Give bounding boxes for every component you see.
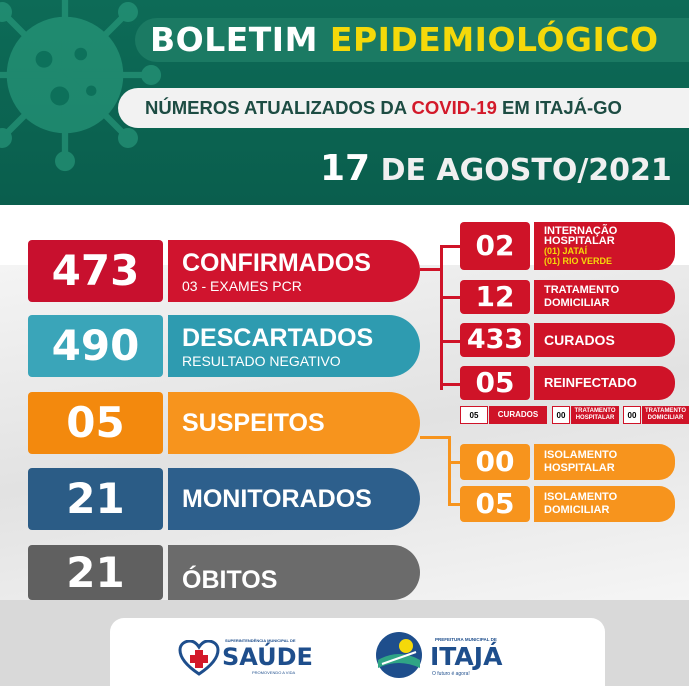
iso-dom-value: 05	[460, 486, 530, 522]
iso-dom-label1: ISOLAMENTO	[544, 491, 618, 503]
descartados-label-box: DESCARTADOS RESULTADO NEGATIVO	[168, 315, 420, 377]
saude-sub: PROMOVENDO A VIDA	[252, 670, 296, 675]
bulletin-date: 17 DE AGOSTO/2021	[320, 148, 672, 189]
date-rest: DE AGOSTO/2021	[380, 153, 672, 188]
descartados-sub: RESULTADO NEGATIVO	[182, 353, 341, 369]
iso-dom-label-box: ISOLAMENTO DOMICILIAR	[534, 486, 675, 522]
connector	[440, 296, 462, 299]
saude-sup: SUPERINTENDÊNCIA MUNICIPAL DE	[225, 638, 296, 643]
itaja-sup: PREFEITURA MUNICIPAL DE	[435, 637, 497, 642]
internacao-label1: INTERNAÇÃO	[544, 225, 618, 237]
reinfect-hosp-label2: HOSPITALAR	[575, 414, 615, 421]
internacao-note1: (01) JATAÍ	[544, 246, 588, 256]
footer-logos-card	[110, 618, 605, 686]
monitorados-label: MONITORADOS	[182, 485, 372, 513]
obitos-label: ÓBITOS	[182, 566, 278, 594]
virus-icon	[0, 0, 162, 172]
title-bar	[135, 18, 689, 62]
tratamento-value: 12	[460, 280, 530, 314]
reinfect-dom-label: TRATAMENTO DOMICILIAR	[642, 406, 689, 424]
descartados-label: DESCARTADOS	[182, 324, 374, 352]
subtitle-pre: NÚMEROS ATUALIZADOS DA	[145, 97, 407, 118]
obitos-label-box: ÓBITOS	[168, 545, 420, 600]
confirmados-label-box: CONFIRMADOS 03 - EXAMES PCR	[168, 240, 420, 302]
subtitle: NÚMEROS ATUALIZADOS DA COVID-19 EM ITAJÁ…	[145, 96, 622, 120]
reinfect-hosp-label1: TRATAMENTO	[574, 407, 616, 414]
internacao-note2: (01) RIO VERDE	[544, 256, 613, 266]
connector	[440, 383, 462, 386]
reinfectado-label: REINFECTADO	[534, 366, 675, 400]
connector	[448, 436, 451, 506]
connector	[448, 461, 462, 464]
date-day: 17	[320, 148, 371, 189]
connector	[448, 503, 462, 506]
title-white: BOLETIM	[150, 20, 318, 59]
reinfect-dom-label2: DOMICILIAR	[647, 414, 684, 421]
confirmados-value: 473	[28, 240, 163, 302]
monitorados-value: 21	[28, 468, 163, 530]
itaja-sub: O futuro é agora!	[432, 671, 470, 677]
title-yellow: EPIDEMIOLÓGICO	[329, 20, 659, 59]
connector	[440, 340, 462, 343]
heart-cross-icon	[178, 640, 220, 676]
suspeitos-label: SUSPEITOS	[182, 409, 325, 437]
reinfect-hosp-label: TRATAMENTO HOSPITALAR	[571, 406, 619, 424]
subtitle-bar	[118, 88, 689, 128]
descartados-value: 490	[28, 315, 163, 377]
subtitle-post: EM ITAJÁ-GO	[502, 97, 622, 118]
tratamento-label2: DOMICILIAR	[544, 297, 610, 309]
reinfect-dom-label1: TRATAMENTO	[645, 407, 686, 414]
monitorados-label-box: MONITORADOS	[168, 468, 420, 530]
connector	[420, 268, 442, 271]
page-title: BOLETIM EPIDEMIOLÓGICO	[150, 20, 659, 60]
internacao-label-box: INTERNAÇÃO HOSPITALAR (01) JATAÍ (01) RI…	[534, 222, 675, 270]
internacao-label2: HOSPITALAR	[544, 235, 615, 247]
reinfect-hosp-value: 00	[552, 406, 570, 424]
iso-hosp-value: 00	[460, 444, 530, 480]
obitos-value: 21	[28, 545, 163, 600]
itaja-logo-text: ITAJÁ	[430, 642, 503, 671]
suspeitos-label-box: SUSPEITOS	[168, 392, 420, 454]
saude-logo-text: SAÚDE	[222, 643, 313, 671]
iso-hosp-label1: ISOLAMENTO	[544, 449, 618, 461]
curados-label: CURADOS	[534, 323, 675, 357]
reinfectado-value: 05	[460, 366, 530, 400]
curados-value: 433	[460, 323, 530, 357]
iso-dom-label2: DOMICILIAR	[544, 504, 610, 516]
suspeitos-value: 05	[28, 392, 163, 454]
internacao-value: 02	[460, 222, 530, 270]
subtitle-red: COVID-19	[411, 97, 497, 118]
connector	[420, 436, 450, 439]
connector	[440, 245, 443, 390]
reinfect-curados-value: 05	[460, 406, 488, 424]
itaja-emblem-icon	[376, 632, 422, 678]
tratamento-label1: TRATAMENTO	[544, 284, 620, 296]
confirmados-label: CONFIRMADOS	[182, 249, 371, 277]
reinfect-dom-value: 00	[623, 406, 641, 424]
iso-hosp-label-box: ISOLAMENTO HOSPITALAR	[534, 444, 675, 480]
reinfect-curados-label: CURADOS	[489, 406, 547, 424]
confirmados-sub: 03 - EXAMES PCR	[182, 278, 302, 294]
iso-hosp-label2: HOSPITALAR	[544, 462, 615, 474]
connector	[440, 245, 462, 248]
tratamento-label-box: TRATAMENTO DOMICILIAR	[534, 280, 675, 314]
